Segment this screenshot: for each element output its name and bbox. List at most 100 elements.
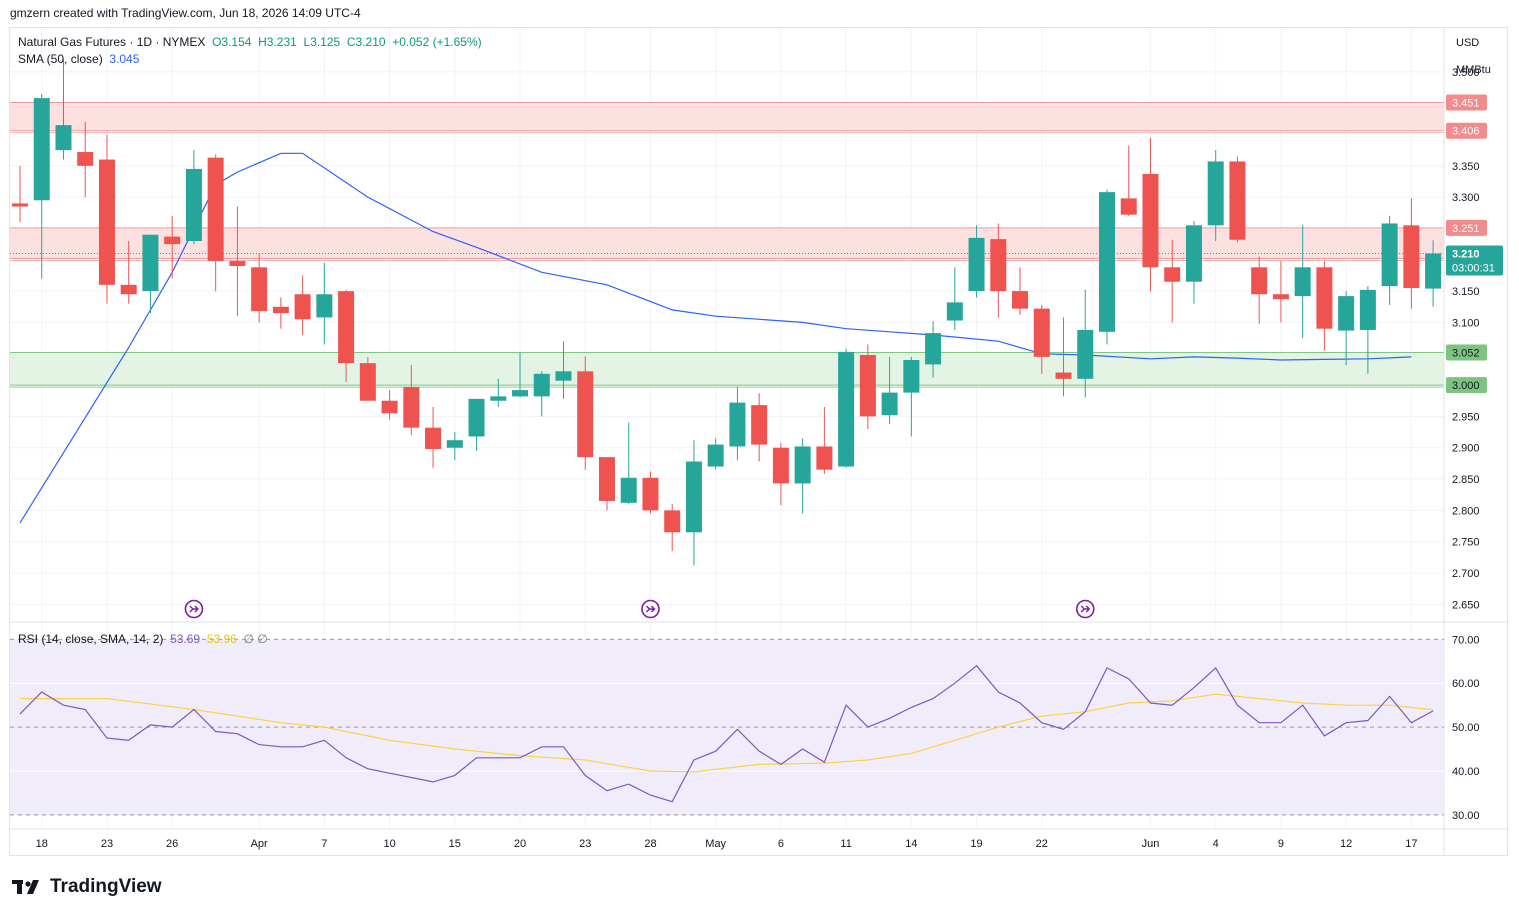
- candle-up: [185, 168, 202, 241]
- price-tick-label: 2.850: [1452, 474, 1480, 486]
- candle-up: [1077, 329, 1094, 379]
- price-tick-label: 2.950: [1452, 411, 1480, 423]
- candle-down: [294, 294, 311, 320]
- rsi-value: 53.69: [170, 632, 201, 646]
- candle-up: [1185, 225, 1202, 282]
- candle-down: [1272, 294, 1289, 300]
- time-tick-label: 17: [1405, 838, 1417, 850]
- price-tick-label: 3.300: [1452, 192, 1480, 204]
- sma-label[interactable]: SMA (50, close): [18, 52, 103, 66]
- candle-up: [903, 360, 920, 393]
- candle-up: [468, 398, 485, 437]
- unit-label[interactable]: MMBtu: [1456, 64, 1491, 76]
- event-marker-arrow: [645, 605, 656, 613]
- time-tick-label: 23: [579, 838, 591, 850]
- resistance-zone: [10, 102, 1444, 131]
- candle-down: [1120, 198, 1137, 215]
- candle-down: [1055, 372, 1072, 379]
- candle-up: [685, 461, 702, 533]
- candle-up: [729, 402, 746, 447]
- symbol-name[interactable]: Natural Gas Futures · 1D · NYMEX: [18, 35, 206, 49]
- candle-down: [664, 510, 681, 533]
- rsi-label[interactable]: RSI (14, close, SMA, 14, 2): [18, 632, 164, 646]
- candle-down: [598, 457, 615, 501]
- currency-label[interactable]: USD: [1456, 37, 1480, 49]
- candle-down: [642, 477, 659, 511]
- candle-down: [1142, 173, 1159, 268]
- candle-down: [1251, 267, 1268, 295]
- support-zone: [10, 352, 1444, 386]
- time-tick-label: 23: [101, 838, 113, 850]
- candle-down: [338, 291, 355, 364]
- time-tick-label: 7: [321, 838, 327, 850]
- candle-down: [990, 239, 1007, 292]
- candle-down: [772, 447, 789, 484]
- time-tick-label: Apr: [251, 838, 268, 850]
- rsi-extra: ∅ ∅: [243, 632, 268, 646]
- zone-price-label: 3.451: [1452, 98, 1480, 110]
- candle-up: [1381, 223, 1398, 287]
- zone-price-badge: [1446, 94, 1487, 111]
- candle-down: [251, 267, 268, 312]
- brand-name: TradingView: [50, 876, 162, 897]
- candle-up: [142, 234, 159, 292]
- candle-down: [77, 152, 94, 166]
- symbol-legend: Natural Gas Futures · 1D · NYMEX O3.154 …: [18, 35, 482, 49]
- time-tick-label: 6: [778, 838, 784, 850]
- candle-down: [1403, 225, 1420, 288]
- zone-price-label: 3.052: [1452, 348, 1480, 360]
- candle-up: [881, 392, 898, 416]
- candle-down: [98, 159, 115, 285]
- candle-down: [1033, 308, 1050, 357]
- candle-up: [1359, 289, 1376, 330]
- rsi-sma-line: [20, 693, 1434, 773]
- candle-up: [555, 371, 572, 381]
- zone-price-badge: [1446, 377, 1487, 394]
- zone-price-label: 3.251: [1452, 223, 1480, 235]
- ohlc-low: L3.125: [303, 35, 341, 49]
- candle-up: [925, 333, 942, 365]
- rsi-legend: RSI (14, close, SMA, 14, 2) 53.69 53.96 …: [18, 632, 268, 646]
- ohlc-open: O3.154: [212, 35, 252, 49]
- time-tick-label: 4: [1213, 838, 1219, 850]
- price-tick-label: 2.800: [1452, 505, 1480, 517]
- candle-up: [620, 477, 637, 503]
- event-marker-arrow: [189, 605, 199, 613]
- candle-down: [381, 400, 398, 414]
- price-tick-label: 3.150: [1452, 286, 1480, 298]
- candle-up: [968, 237, 985, 292]
- rsi-line: [19, 664, 1434, 803]
- time-tick-label: 19: [970, 838, 982, 850]
- candle-down: [816, 446, 833, 470]
- candle-up: [1294, 267, 1311, 297]
- zone-price-badge: [1446, 219, 1487, 236]
- price-tick-label: 2.700: [1452, 568, 1480, 580]
- candle-up: [838, 351, 855, 467]
- candle-up: [533, 373, 550, 397]
- time-tick-label: 22: [1036, 838, 1048, 850]
- candle-up: [707, 444, 724, 467]
- tradingview-logo[interactable]: TradingView: [12, 876, 162, 898]
- time-tick-label: 14: [905, 838, 917, 850]
- candle-down: [207, 157, 224, 262]
- candle-down: [1164, 267, 1181, 282]
- event-marker-arrow: [1080, 605, 1091, 613]
- candle-down: [859, 355, 876, 417]
- time-tick-label: 18: [36, 838, 48, 850]
- candle-up: [512, 390, 529, 397]
- countdown-label: 03:00:31: [1452, 263, 1495, 275]
- current-price-badge: [1446, 245, 1503, 276]
- zone-price-label: 3.406: [1452, 126, 1480, 138]
- candle-down: [577, 371, 594, 458]
- tradingview-logo-icon: [12, 880, 39, 894]
- rsi-sma-value: 53.96: [206, 632, 237, 646]
- candle-down: [751, 405, 768, 445]
- candle-down: [1229, 161, 1246, 240]
- current-price-label: 3.210: [1452, 249, 1480, 261]
- time-tick-label: 28: [644, 838, 656, 850]
- price-tick-label: 2.650: [1452, 599, 1480, 611]
- time-tick-label: 20: [514, 838, 526, 850]
- candle-up: [794, 446, 811, 484]
- attribution: gmzern created with TradingView.com, Jun…: [10, 6, 361, 20]
